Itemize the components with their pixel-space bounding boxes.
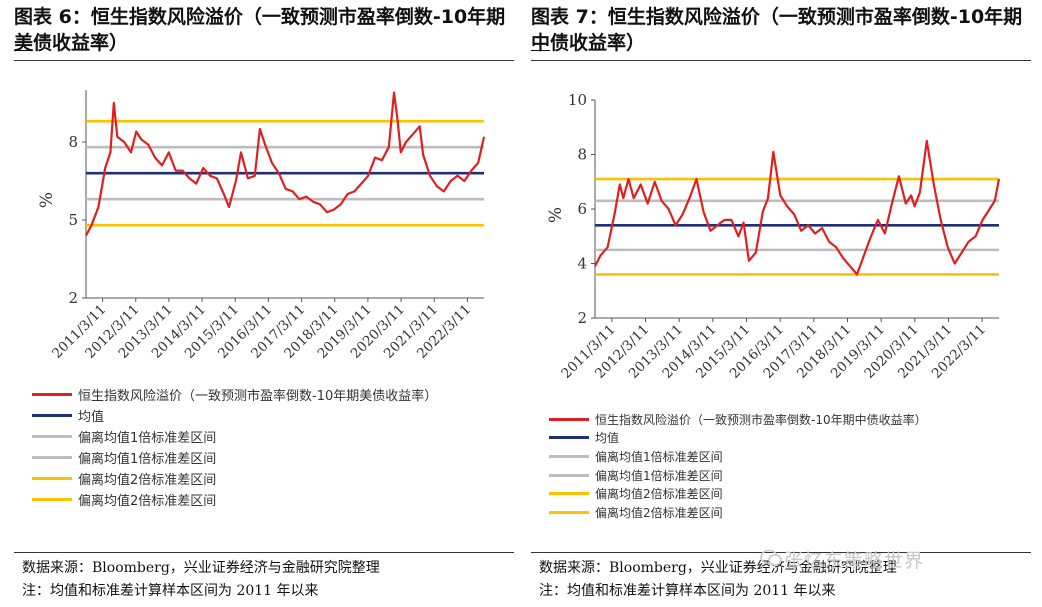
legend-item: 恒生指数风险溢价（一致预测市盈率倒数-10年期美债收益率） [32, 384, 437, 405]
legend-label: 偏离均值2倍标准差区间 [78, 494, 217, 509]
legend-item: 偏离均值2倍标准差区间 [549, 484, 927, 503]
legend-swatch [32, 477, 72, 480]
legend-label: 偏离均值2倍标准差区间 [595, 505, 723, 520]
y-tick-label: 2 [68, 289, 78, 307]
chart-title: 图表 6：恒生指数风险溢价（一致预测市盈率倒数-10年期美债收益率） [14, 6, 506, 54]
legend-label: 均值 [78, 410, 105, 425]
y-tick-label: 4 [577, 255, 587, 273]
footnote-text: 注：均值和标准差计算样本区间为 2011 年以来 [22, 583, 319, 599]
legend-item: 偏离均值1倍标准差区间 [549, 447, 927, 466]
legend-swatch [549, 436, 589, 440]
top-rule [14, 60, 514, 61]
legend-label: 偏离均值1倍标准差区间 [78, 431, 217, 446]
watermark: 张忆东策略世界 [784, 550, 925, 572]
legend-label: 偏离均值1倍标准差区间 [78, 452, 217, 467]
legend-item: 均值 [549, 429, 927, 448]
y-tick-label: 10 [568, 91, 587, 109]
legend-item: 偏离均值1倍标准差区间 [32, 447, 437, 468]
y-tick-label: 6 [577, 200, 587, 218]
legend-label: 均值 [595, 431, 620, 446]
legend-swatch [32, 498, 72, 501]
source-text: 数据来源：Bloomberg，兴业证券经济与金融研究院整理 [539, 560, 897, 576]
legend-item: 偏离均值1倍标准差区间 [32, 426, 437, 447]
bottom-rule [14, 552, 514, 553]
y-axis-label: % [37, 192, 57, 208]
source-note: 数据来源：Bloomberg，兴业证券经济与金融研究院整理 注：均值和标准差计算… [539, 557, 897, 603]
legend-item: 偏离均值2倍标准差区间 [32, 489, 437, 510]
bottom-rule [531, 552, 1031, 553]
legend-item: 偏离均值1倍标准差区间 [549, 466, 927, 485]
source-note: 数据来源：Bloomberg，兴业证券经济与金融研究院整理 注：均值和标准差计算… [22, 557, 380, 603]
chart-title: 图表 7：恒生指数风险溢价（一致预测市盈率倒数-10年期中债收益率） [531, 6, 1023, 54]
y-tick-label: 5 [68, 211, 78, 229]
legend-item: 偏离均值2倍标准差区间 [549, 503, 927, 522]
legend: 恒生指数风险溢价（一致预测市盈率倒数-10年期美债收益率） 均值 偏离均值1倍标… [32, 384, 437, 510]
legend-swatch [549, 492, 589, 496]
legend-swatch [549, 510, 589, 514]
y-tick-label: 2 [577, 309, 587, 327]
y-axis-label: % [546, 207, 566, 223]
legend-swatch [32, 435, 72, 438]
y-tick-label: 8 [577, 146, 587, 164]
legend-item: 偏离均值2倍标准差区间 [32, 468, 437, 489]
legend-label: 恒生指数风险溢价（一致预测市盈率倒数-10年期中债收益率） [595, 412, 927, 427]
legend-swatch [32, 414, 72, 417]
line-chart: 246810%2011/3/112012/3/112013/3/112014/3… [546, 91, 1001, 382]
legend-label: 偏离均值2倍标准差区间 [595, 487, 723, 502]
legend-swatch [32, 456, 72, 459]
wechat-icon [760, 549, 782, 566]
source-text: 数据来源：Bloomberg，兴业证券经济与金融研究院整理 [22, 560, 380, 576]
y-tick-label: 8 [68, 133, 78, 151]
legend: 恒生指数风险溢价（一致预测市盈率倒数-10年期中债收益率） 均值 偏离均值1倍标… [549, 410, 927, 522]
chart-panel-figure-6: 图表 6：恒生指数风险溢价（一致预测市盈率倒数-10年期美债收益率） 2 5 8% 2… [14, 0, 520, 607]
series-line [85, 91, 486, 237]
chart-panel-figure-7: 图表 7：恒生指数风险溢价（一致预测市盈率倒数-10年期中债收益率） 2 4 6 8 1… [531, 0, 1037, 607]
legend-swatch [549, 417, 589, 421]
legend-item: 恒生指数风险溢价（一致预测市盈率倒数-10年期中债收益率） [549, 410, 927, 429]
legend-label: 偏离均值1倍标准差区间 [595, 468, 723, 483]
legend-label: 偏离均值1倍标准差区间 [595, 449, 723, 464]
top-rule [531, 60, 1031, 61]
footnote-text: 注：均值和标准差计算样本区间为 2011 年以来 [539, 583, 836, 599]
legend-label: 恒生指数风险溢价（一致预测市盈率倒数-10年期美债收益率） [78, 389, 438, 404]
series-line [594, 139, 1001, 276]
legend-swatch [549, 454, 589, 458]
line-chart: 258%2011/3/112012/3/112013/3/112014/3/11… [37, 90, 486, 362]
legend-label: 偏离均值2倍标准差区间 [78, 473, 217, 488]
legend-swatch [32, 393, 72, 396]
legend-item: 均值 [32, 405, 437, 426]
legend-swatch [549, 473, 589, 477]
